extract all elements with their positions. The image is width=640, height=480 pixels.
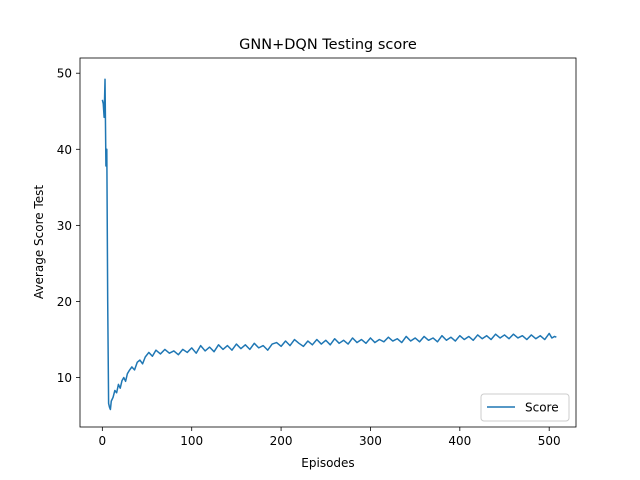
x-tick-label: 200 xyxy=(270,434,293,448)
legend-box xyxy=(480,393,570,422)
series-layer xyxy=(101,78,557,411)
x-tick-label: 500 xyxy=(538,434,561,448)
legend-label-score: Score xyxy=(525,401,559,415)
chart-title: GNN+DQN Testing score xyxy=(239,37,417,53)
y-axis-ticks: 10 20 30 40 50 xyxy=(57,67,80,385)
plot-area xyxy=(79,57,577,428)
y-tick-label: 20 xyxy=(57,295,72,309)
y-tick-label: 50 xyxy=(57,67,72,81)
y-tick-label: 30 xyxy=(57,219,72,233)
x-axis-ticks: 0 100 200 300 400 500 xyxy=(99,427,561,448)
y-tick-label: 40 xyxy=(57,143,72,157)
x-tick-label: 400 xyxy=(448,434,471,448)
x-tick-label: 100 xyxy=(180,434,203,448)
y-tick-label: 10 xyxy=(57,371,72,385)
axes-frame xyxy=(79,57,577,428)
x-axis-label: Episodes xyxy=(301,456,354,470)
series-line-score xyxy=(101,78,557,411)
y-axis-label: Average Score Test xyxy=(32,185,46,299)
x-tick-label: 300 xyxy=(359,434,382,448)
x-tick-label: 0 xyxy=(99,434,107,448)
legend: Score xyxy=(480,393,570,422)
